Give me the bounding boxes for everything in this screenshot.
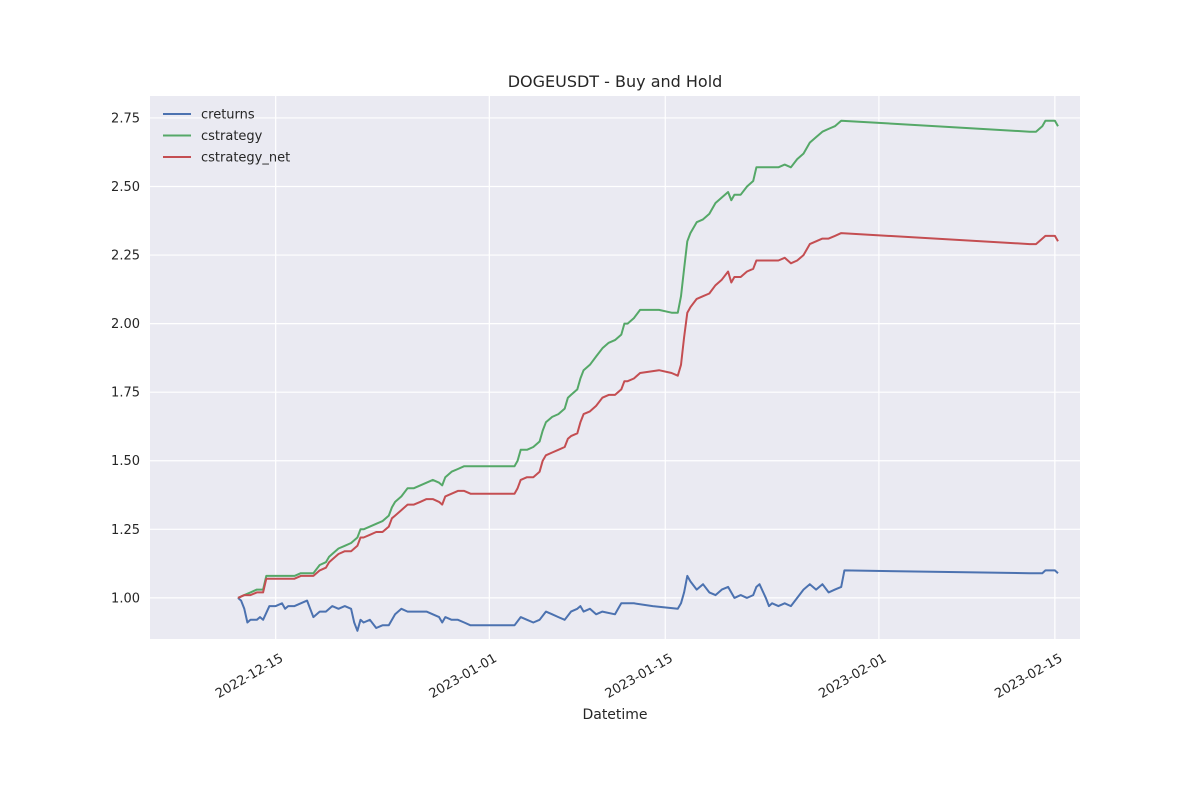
y-tick-label: 2.25 [111, 249, 140, 264]
legend: creturns cstrategy cstrategy_net [163, 108, 290, 166]
x-axis-label: Datetime [582, 707, 647, 723]
chart-title: DOGEUSDT - Buy and Hold [508, 72, 723, 91]
y-tick-label: 1.75 [111, 386, 140, 401]
legend-label: cstrategy [201, 129, 263, 144]
legend-label: cstrategy_net [201, 151, 290, 166]
y-tick-label: 1.50 [111, 454, 140, 469]
legend-label: creturns [201, 108, 255, 123]
plot-area [150, 96, 1080, 639]
grid [150, 96, 1080, 639]
series-line-cstrategy [237, 119, 1059, 599]
y-tick-label: 1.00 [111, 591, 140, 606]
y-axis-ticks: 1.00 1.25 1.50 1.75 2.00 2.25 2.50 2.75 [111, 111, 140, 606]
series-line-creturns [237, 569, 1059, 632]
y-tick-label: 2.50 [111, 180, 140, 195]
series-lines [237, 119, 1059, 632]
series-line-cstrategy-net [237, 232, 1059, 599]
y-tick-label: 2.00 [111, 317, 140, 332]
y-tick-label: 2.75 [111, 111, 140, 126]
y-tick-label: 1.25 [111, 523, 140, 538]
